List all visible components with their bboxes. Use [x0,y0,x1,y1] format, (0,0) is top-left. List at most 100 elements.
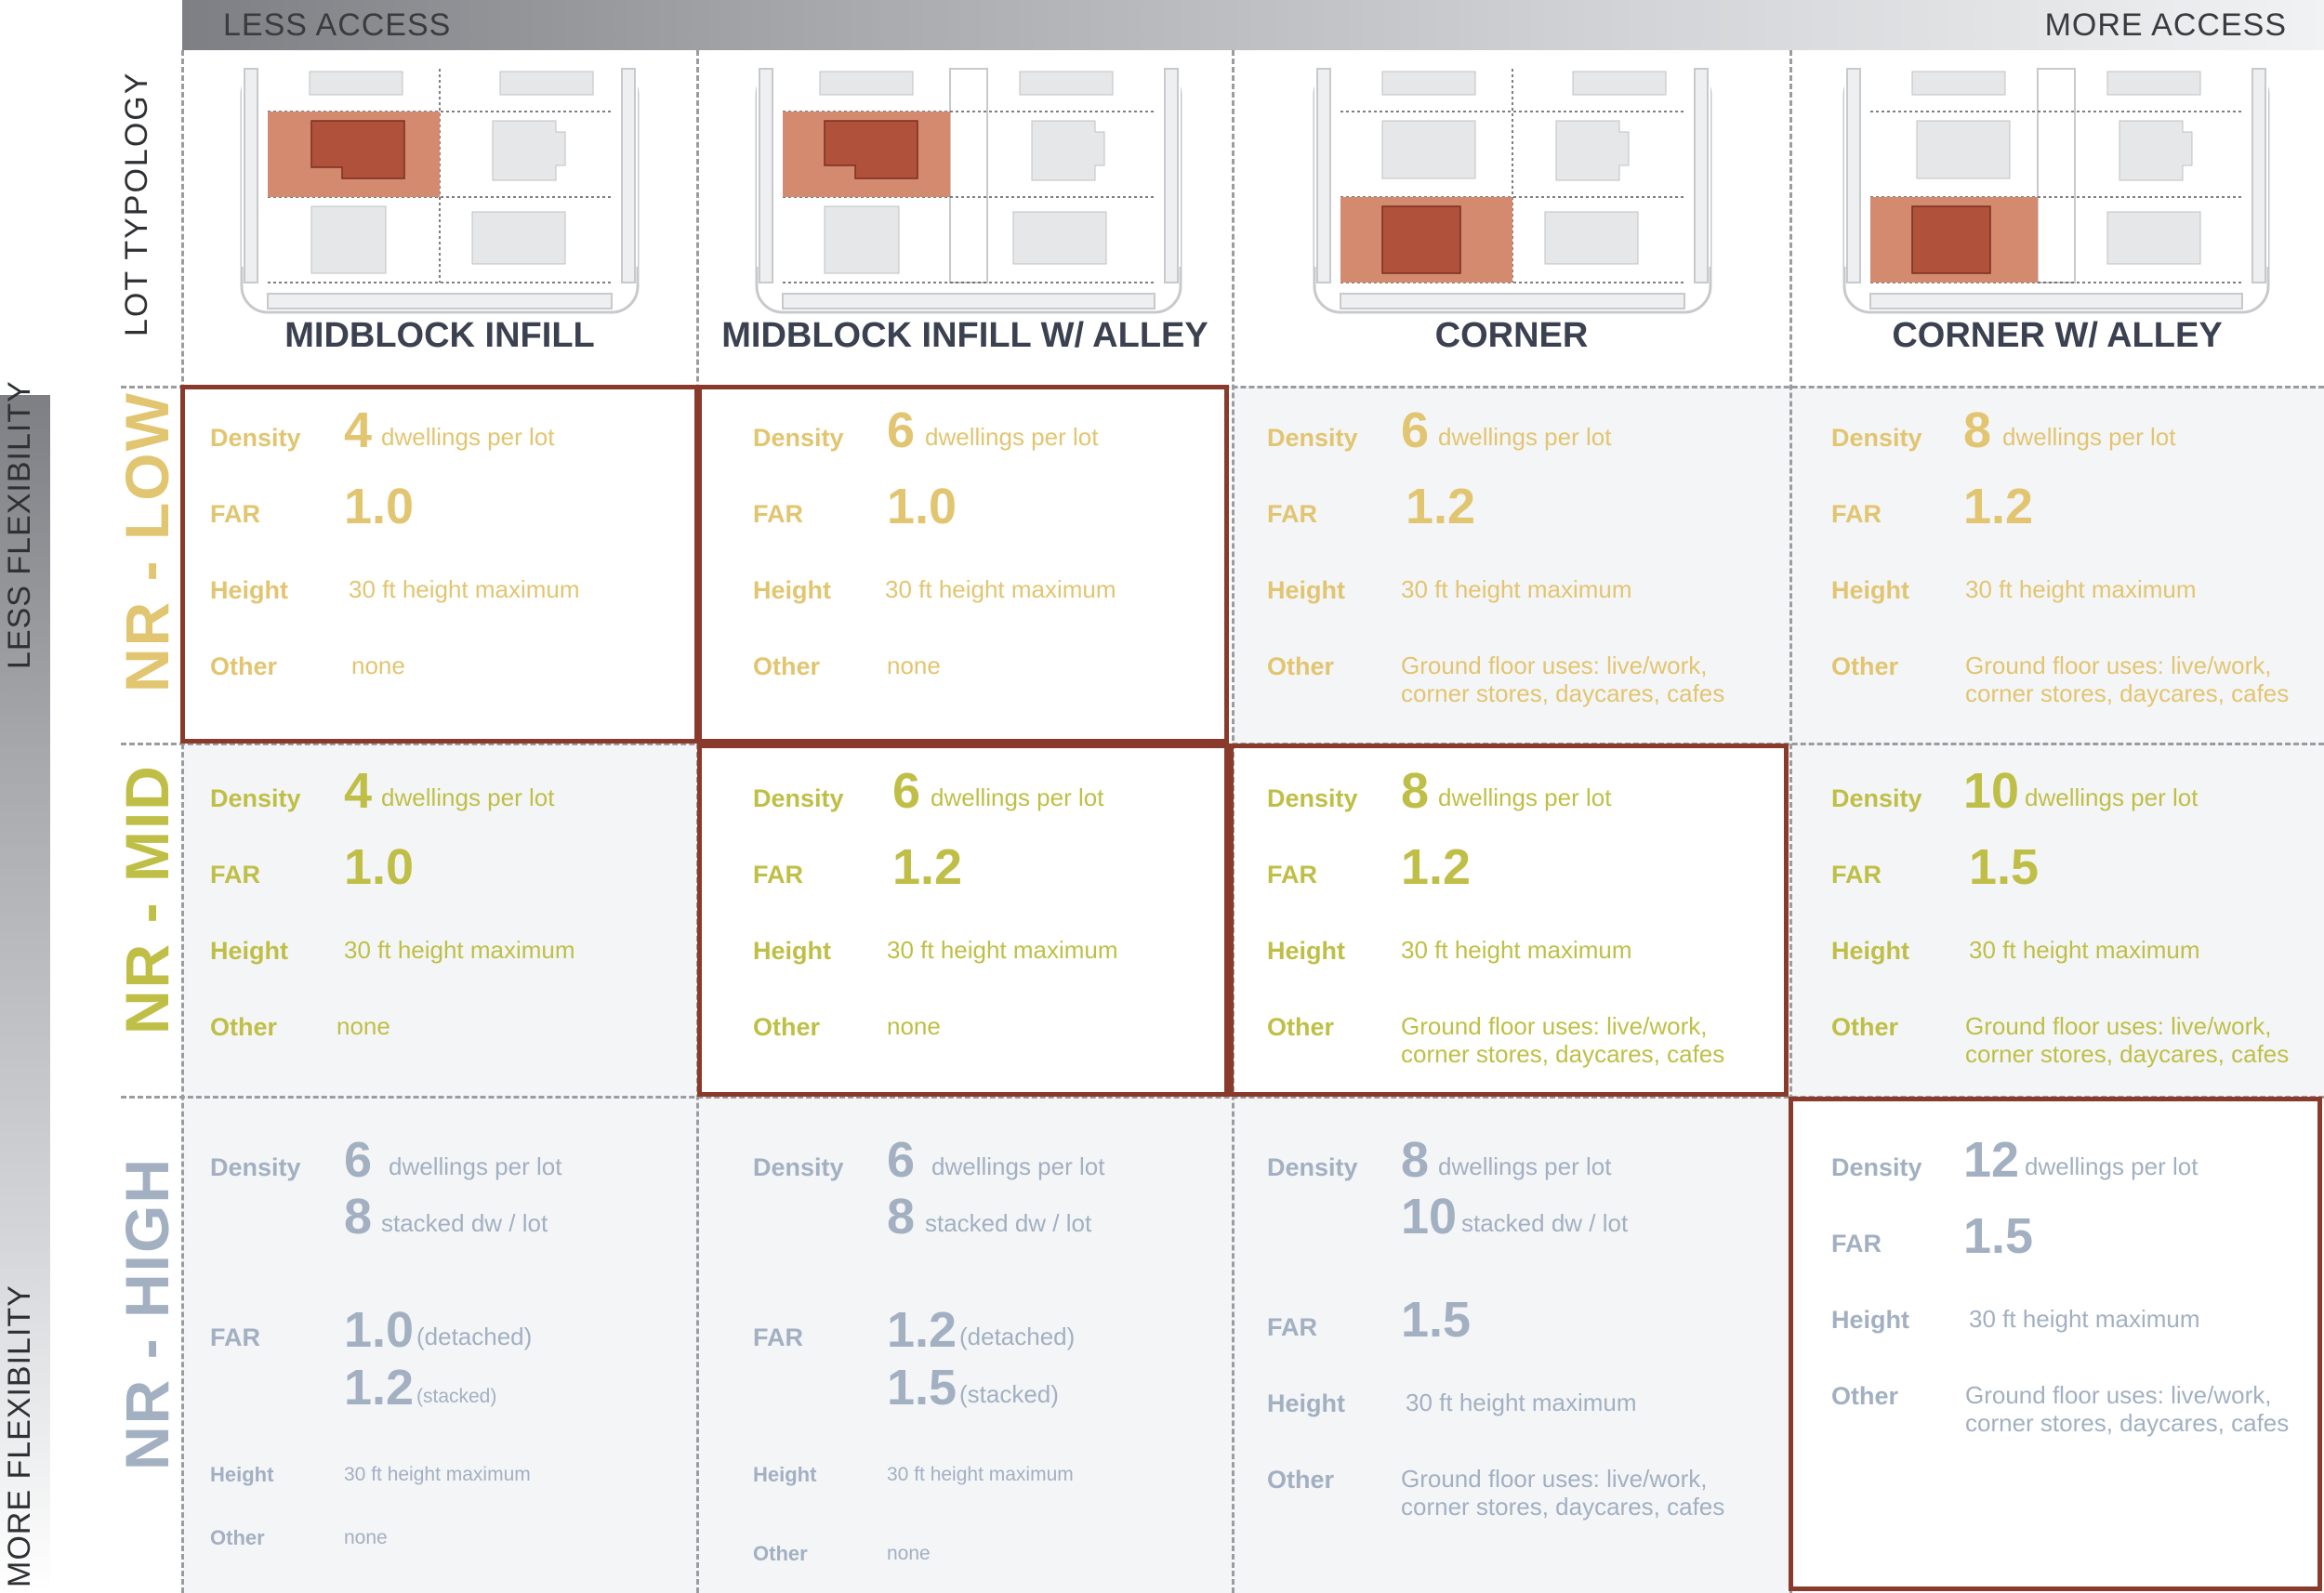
density-unit: dwellings per lot [2002,423,2176,451]
far-value: 1.2 [887,1302,957,1358]
height-value: 30 ft height maximum [1969,936,2200,964]
far-value: 1.2 [1963,479,2034,534]
other-label: Other [753,1542,808,1565]
highlight-box [697,744,1229,1097]
height-value: 30 ft height maximum [344,1464,531,1485]
other-value-line1: Ground floor uses: live/work, [1965,1012,2272,1040]
other-value-line2: corner stores, daycares, cafes [1965,679,2290,707]
other-value: none [344,1527,388,1548]
density-value: 6 [887,1132,916,1188]
other-value: none [887,652,941,679]
highlight-box [180,385,699,744]
far-value: 1.5 [1969,839,2040,895]
other-label: Other [210,652,278,680]
density-label: Density [210,784,301,812]
height-value: 30 ft height maximum [887,1464,1074,1485]
density-value: 4 [344,402,373,458]
far-label: FAR [1831,1230,1882,1257]
density-value-stacked: 8 [344,1189,373,1244]
other-value: none [351,652,405,679]
density-unit: dwellings per lot [2025,783,2199,811]
far-label: FAR [753,500,803,528]
other-label: Other [1831,652,1899,680]
far-label: FAR [753,1323,803,1351]
lot-diagram-corner [1313,67,1712,314]
height-value: 30 ft height maximum [1406,1389,1637,1416]
far-label: FAR [210,1323,260,1351]
highlight-box [1229,744,1789,1097]
density-label: Density [1267,424,1358,452]
far-label: FAR [1267,1313,1317,1341]
more-flexibility-label: MORE FLEXIBILITY [2,1284,37,1587]
density-unit: dwellings per lot [1438,423,1612,451]
far-stacked-unit: (stacked) [959,1380,1059,1408]
far-label: FAR [753,861,803,889]
density-value: 8 [1401,1132,1430,1188]
other-value-line1: Ground floor uses: live/work, [1965,652,2272,679]
height-label: Height [1267,937,1345,965]
far-label: FAR [1267,500,1317,528]
column-title-corner-alley: CORNER W/ ALLEY [1892,316,2223,355]
other-value-line2: corner stores, daycares, cafes [1401,1040,1725,1068]
column-title-midblock-infill: MIDBLOCK INFILL [284,316,595,355]
other-label: Other [1267,652,1335,680]
far-value: 1.2 [1401,839,1472,895]
other-value-line1: Ground floor uses: live/work, [1965,1381,2272,1409]
stacked-unit: stacked dw / lot [381,1209,548,1237]
far-label: FAR [1831,861,1882,889]
far-label: FAR [1831,500,1882,528]
density-value: 8 [1963,402,1992,458]
lot-diagram-midblock-infill-alley [755,67,1182,314]
density-value: 6 [892,763,921,819]
density-unit: dwellings per lot [2025,1152,2199,1180]
column-title-corner: CORNER [1434,316,1589,355]
height-label: Height [210,1463,274,1486]
density-label: Density [753,784,844,812]
density-label: Density [210,1153,301,1181]
other-label: Other [210,1013,278,1041]
lot-diagram-corner-alley [1842,67,2270,314]
density-unit: dwellings per lot [931,783,1104,811]
far-label: FAR [1267,861,1317,889]
lot-diagram-midblock-infill [240,67,640,314]
density-value-stacked: 10 [1401,1189,1458,1244]
other-value-line2: corner stores, daycares, cafes [1401,1493,1725,1521]
cell-bg [1233,387,1790,744]
access-gradient-bar [182,0,2324,50]
grid-line [121,1096,2324,1099]
density-label: Density [1267,1153,1358,1181]
far-label: FAR [210,500,260,528]
height-label: Height [210,576,288,604]
cell-bg [182,744,697,1097]
height-value: 30 ft height maximum [887,936,1118,964]
height-label: Height [753,937,831,965]
density-unit: dwellings per lot [931,1152,1105,1180]
far-stacked-unit: (stacked) [416,1386,497,1407]
row-label-nr-low: NR - LOW [112,391,181,692]
more-access-label: MORE ACCESS [2044,7,2287,43]
density-label: Density [210,424,301,452]
far-value: 1.0 [344,839,415,895]
other-label: Other [210,1526,265,1549]
cell-bg [1790,744,2324,1097]
lot-typology-label: LOT TYPOLOGY [119,71,154,336]
height-value: 30 ft height maximum [1965,575,2197,603]
density-value: 6 [1401,402,1430,458]
other-value: none [887,1543,931,1564]
less-flexibility-label: LESS FLEXIBILITY [2,380,37,669]
far-label: FAR [210,861,260,889]
other-label: Other [753,1013,821,1041]
height-value: 30 ft height maximum [344,936,575,964]
density-value-stacked: 8 [887,1189,916,1244]
far-value: 1.0 [344,479,415,534]
far-value: 1.0 [344,1302,415,1358]
density-value: 6 [344,1132,373,1188]
density-label: Density [1831,1153,1922,1181]
height-value: 30 ft height maximum [1401,575,1632,603]
column-title-midblock-infill-alley: MIDBLOCK INFILL W/ ALLEY [721,316,1208,355]
height-label: Height [210,937,288,965]
height-label: Height [753,576,831,604]
height-label: Height [1267,576,1345,604]
grid-line [181,50,184,1593]
other-value-line1: Ground floor uses: live/work, [1401,1465,1708,1493]
